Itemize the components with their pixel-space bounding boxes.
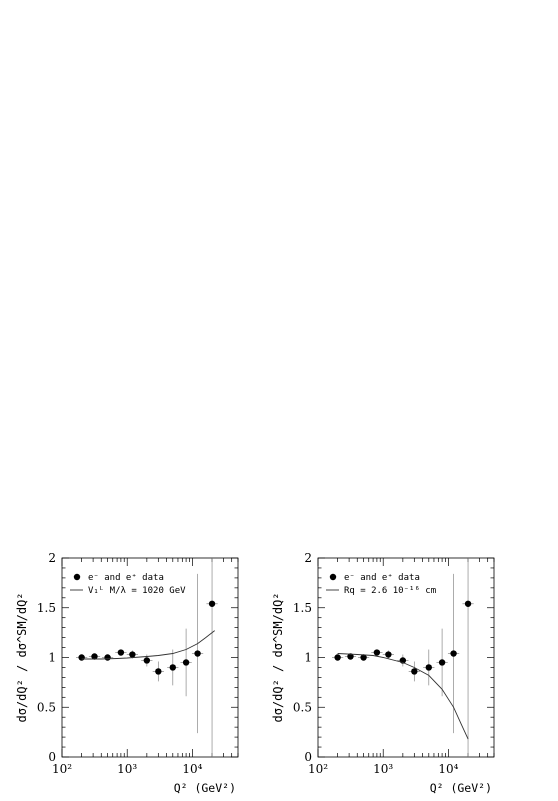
- data-point: [117, 649, 125, 656]
- y-axis-label: dσ/dQ² / dσ^SM/dQ²: [15, 592, 29, 722]
- model-curve: [337, 653, 469, 740]
- x-tick-label: 10³: [373, 762, 393, 776]
- model-curve: [81, 630, 215, 660]
- legend-marker-data: [329, 573, 337, 581]
- data-point: [169, 664, 176, 671]
- y-axis-label: dσ/dQ² / dσ^SM/dQ²: [271, 592, 285, 722]
- x-tick-label: 10³: [117, 762, 137, 776]
- data-point: [385, 651, 392, 658]
- data-point: [347, 653, 354, 660]
- right-panel: 0 0.5 1 1.5 2 10² 10³ 10⁴ Q² (GeV²) dσ/dQ² / dσ^S…: [271, 551, 495, 795]
- x-tick-label: 10⁴: [438, 762, 458, 776]
- x-axis-label: Q² (GeV²): [174, 781, 236, 795]
- data-point: [450, 650, 457, 657]
- data-point: [360, 654, 367, 661]
- data-point: [91, 653, 98, 660]
- y-tick-label: 0.5: [293, 700, 312, 714]
- y-tick-label: 1.5: [293, 601, 312, 615]
- data-point: [464, 600, 472, 607]
- legend-label-model: Rq = 2.6 10⁻¹⁶ cm: [344, 586, 436, 596]
- data-point: [438, 659, 446, 666]
- y-tick-label: 1: [304, 651, 312, 665]
- data-point: [411, 668, 418, 675]
- y-tick-label: 2: [48, 551, 56, 565]
- data-point: [425, 664, 432, 671]
- data-point: [155, 668, 162, 675]
- data-point: [143, 657, 151, 664]
- y-tick-label: 2: [304, 551, 312, 565]
- data-point: [208, 600, 216, 607]
- x-tick-label: 10²: [52, 762, 72, 776]
- y-tick-label: 1: [48, 651, 56, 665]
- data-point: [194, 650, 201, 657]
- data-point: [182, 659, 190, 666]
- legend-label-model: V₁ᴸ M/λ = 1020 GeV: [88, 586, 186, 596]
- legend-label-data: e⁻ and e⁺ data: [88, 573, 164, 583]
- y-tick-label: 0: [48, 750, 56, 764]
- data-point: [334, 654, 341, 661]
- data-point: [78, 654, 85, 661]
- left-panel: 0 0.5 1 1.5 2 10² 10³ 10⁴ Q² (GeV²) dσ/dQ² / dσ^S…: [15, 551, 239, 795]
- data-point: [129, 651, 136, 658]
- y-tick-label: 0.5: [37, 700, 56, 714]
- legend-marker-data: [73, 573, 81, 581]
- data-point: [373, 649, 381, 656]
- legend-label-data: e⁻ and e⁺ data: [344, 573, 420, 583]
- y-tick-label: 0: [304, 750, 312, 764]
- data-point: [104, 654, 111, 661]
- x-axis-label: Q² (GeV²): [430, 781, 492, 795]
- x-tick-label: 10⁴: [182, 762, 202, 776]
- y-tick-label: 1.5: [37, 601, 56, 615]
- x-tick-label: 10²: [308, 762, 328, 776]
